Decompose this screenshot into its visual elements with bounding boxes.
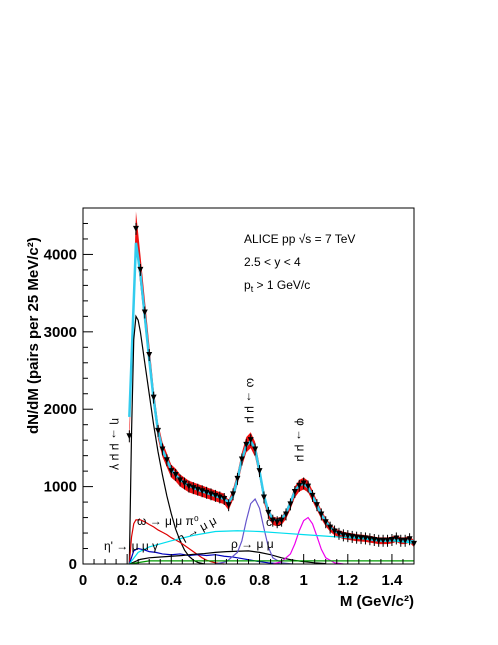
data-point	[247, 437, 254, 444]
data-point	[159, 446, 166, 453]
data-point	[371, 537, 378, 544]
data-point	[318, 511, 325, 518]
x-tick-label: 1.2	[337, 572, 358, 589]
y-tick-label: 3000	[44, 324, 77, 341]
data-point	[172, 472, 179, 478]
data-point	[238, 456, 245, 463]
data-point	[260, 494, 267, 501]
data-point	[309, 492, 316, 499]
data-point	[221, 495, 228, 502]
data-point	[252, 446, 259, 453]
data-point	[300, 480, 307, 487]
data-point	[203, 489, 210, 496]
data-point	[322, 519, 329, 526]
data-point	[243, 441, 250, 448]
data-point	[212, 492, 219, 499]
data-point	[265, 509, 272, 516]
data-point	[375, 537, 382, 544]
data-point	[331, 528, 338, 535]
data-point	[155, 427, 162, 434]
data-point	[384, 537, 391, 544]
data-point	[393, 535, 400, 542]
x-tick-label: 1	[299, 572, 307, 589]
x-tick-label: 0.6	[205, 572, 226, 589]
data-point	[269, 517, 276, 524]
data-point	[353, 534, 360, 541]
data-point	[344, 533, 351, 540]
annotation-pt-sub: t	[251, 284, 254, 294]
label-rho: ρ → μ μ	[231, 537, 274, 551]
data-point	[388, 537, 395, 544]
data-point	[406, 536, 413, 543]
data-point	[126, 433, 133, 440]
data-point	[283, 511, 290, 518]
data-point	[305, 483, 312, 490]
data-point	[132, 225, 139, 232]
data-point	[141, 309, 148, 316]
data-point	[194, 486, 201, 493]
data-point	[380, 537, 387, 544]
data-point	[397, 537, 404, 544]
annotation-pt: pt > 1 GeV/c	[244, 278, 310, 294]
data-point	[366, 536, 373, 543]
data-point	[146, 352, 153, 359]
series-line-6	[215, 497, 293, 565]
y-axis-title: dN/dM (pairs per 25 MeV/c²)	[25, 237, 42, 434]
data-point	[150, 394, 157, 401]
data-point	[327, 524, 334, 531]
data-point	[185, 483, 192, 490]
label-eta-dalitz: η → μ μ γ	[109, 418, 123, 470]
data-point	[163, 457, 170, 464]
y-tick-label: 1000	[44, 479, 77, 496]
y-tick-label: 0	[69, 556, 77, 573]
data-point	[362, 535, 369, 542]
x-tick-label: 0.2	[117, 572, 138, 589]
y-tick-label: 2000	[44, 401, 77, 418]
series-line-7	[272, 516, 344, 565]
data-point	[177, 477, 184, 484]
data-point	[199, 488, 206, 495]
label-ccbar: c c̄	[266, 515, 281, 529]
x-tick-label: 0	[79, 572, 87, 589]
annotation-pt-symbol: p	[244, 278, 251, 292]
data-point	[335, 530, 342, 537]
x-axis-title: M (GeV/c²)	[340, 593, 414, 610]
data-point	[256, 468, 263, 475]
x-tick-label: 0.4	[161, 572, 183, 589]
label-omega-peak: ω → μ μ	[244, 378, 258, 423]
data-point	[278, 517, 285, 524]
data-point	[225, 502, 232, 509]
series-line-8	[128, 530, 415, 565]
label-etaprime: η' → μ μ γ	[104, 539, 158, 553]
annotation-rapidity: 2.5 < y < 4	[244, 255, 301, 269]
data-point	[313, 502, 320, 509]
data-point	[340, 532, 347, 539]
data-point	[137, 266, 144, 273]
data-point	[168, 468, 175, 475]
data-point	[207, 491, 214, 498]
data-point	[234, 475, 241, 482]
data-point	[349, 533, 356, 540]
label-omega-dalitz: ω → μ μ π⁰	[137, 514, 199, 528]
data-point	[296, 482, 303, 489]
x-tick-label: 0.8	[249, 572, 270, 589]
data-point	[216, 494, 223, 501]
data-point	[287, 501, 294, 508]
data-point	[190, 485, 197, 492]
annotation-pt-rest: > 1 GeV/c	[253, 278, 310, 292]
data-point	[358, 535, 365, 542]
annotation-experiment: ALICE pp √s = 7 TeV	[244, 232, 355, 246]
data-point	[181, 480, 188, 487]
data-point	[402, 537, 409, 544]
data-point	[230, 491, 237, 498]
x-tick-label: 1.4	[382, 572, 404, 589]
data-point	[274, 519, 281, 526]
y-tick-label: 4000	[44, 246, 77, 263]
data-point	[291, 489, 298, 496]
label-phi-peak: φ → μ μ	[294, 418, 308, 462]
